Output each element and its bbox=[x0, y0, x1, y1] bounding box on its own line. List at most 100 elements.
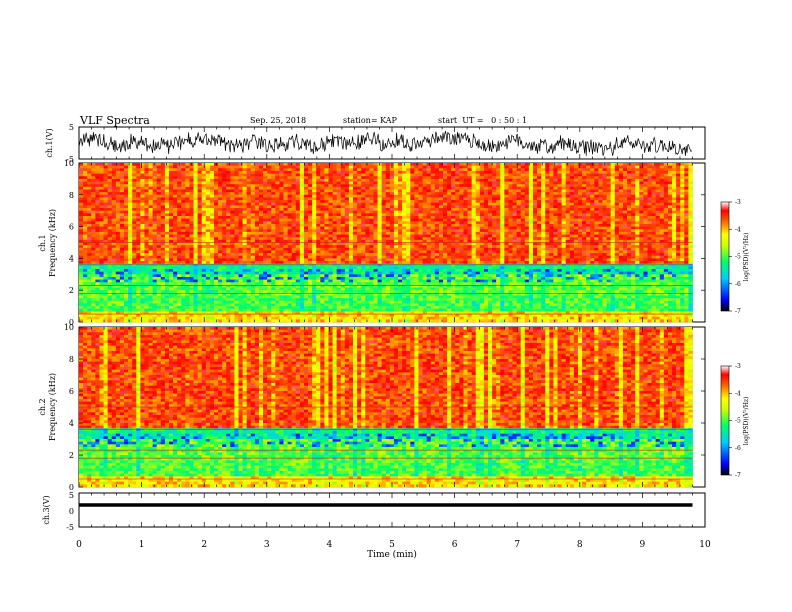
spectrogram-cell bbox=[263, 202, 268, 206]
spectrogram-cell bbox=[487, 208, 493, 212]
spectrogram-cell bbox=[132, 200, 137, 204]
spectrogram-cell bbox=[283, 181, 288, 185]
spectrogram-cell bbox=[467, 194, 473, 198]
spectrogram-cell bbox=[144, 194, 149, 198]
spectrogram-cell bbox=[299, 229, 305, 233]
spectrogram-cell bbox=[242, 194, 248, 198]
spectrogram-cell bbox=[144, 202, 149, 206]
spectrogram-cell bbox=[393, 205, 399, 209]
spectrogram-cell bbox=[156, 197, 162, 201]
spectrogram-cell bbox=[643, 170, 648, 174]
spectrogram-cell bbox=[508, 205, 513, 209]
spectrogram-cell bbox=[410, 186, 415, 190]
spectrogram-cell bbox=[622, 210, 628, 214]
spectrogram-cell bbox=[279, 192, 284, 196]
spectrogram-cell bbox=[582, 194, 587, 198]
spectrogram-cell bbox=[385, 200, 391, 204]
spectrogram-cell bbox=[553, 210, 558, 214]
spectrogram-cell bbox=[258, 223, 264, 227]
spectrogram-cell bbox=[528, 197, 534, 201]
spectrogram-cell bbox=[451, 223, 456, 227]
spectrogram-cell bbox=[606, 208, 612, 212]
spectrogram-cell bbox=[111, 221, 117, 225]
spectrogram-cell bbox=[651, 186, 657, 190]
spectrogram-cell bbox=[168, 184, 174, 188]
spectrogram-cell bbox=[340, 213, 346, 217]
spectrogram-cell bbox=[520, 216, 526, 220]
spectrogram-cell bbox=[443, 242, 448, 246]
spectrogram-cell bbox=[123, 242, 129, 246]
spectrogram-cell bbox=[156, 184, 162, 188]
spectrogram-cell bbox=[537, 181, 542, 185]
spectrogram-cell bbox=[688, 229, 693, 233]
spectrogram-cell bbox=[557, 245, 562, 249]
spectrogram-cell bbox=[123, 229, 129, 233]
spectrogram-cell bbox=[398, 200, 403, 204]
spectrogram-cell bbox=[598, 181, 603, 185]
spectrogram-cell bbox=[410, 216, 415, 220]
spectrogram-cell bbox=[528, 229, 534, 233]
spectrogram-cell bbox=[500, 218, 505, 222]
spectrogram-cell bbox=[684, 237, 689, 241]
spectrogram-cell bbox=[246, 242, 252, 246]
spectrogram-cell bbox=[295, 202, 301, 206]
spectrogram-cell bbox=[107, 210, 113, 214]
spectrogram-cell bbox=[320, 231, 325, 235]
spectrogram-cell bbox=[148, 247, 154, 251]
spectrogram-cell bbox=[471, 213, 477, 217]
spectrogram-cell bbox=[205, 184, 211, 188]
spectrogram-cell bbox=[451, 218, 456, 222]
spectrogram-cell bbox=[336, 205, 342, 209]
spectrogram-cell bbox=[418, 202, 423, 206]
spectrogram-cell bbox=[479, 216, 485, 220]
spectrogram-cell bbox=[422, 163, 428, 167]
spectrogram-cell bbox=[639, 205, 644, 209]
spectrogram-cell bbox=[111, 226, 117, 230]
spectrogram-cell bbox=[549, 173, 554, 177]
spectrogram-cell bbox=[107, 223, 113, 227]
spectrogram-cell bbox=[201, 216, 207, 220]
spectrogram-cell bbox=[492, 237, 497, 241]
spectrogram-cell bbox=[561, 170, 567, 174]
spectrogram-cell bbox=[344, 202, 350, 206]
spectrogram-cell bbox=[263, 218, 268, 222]
spectrogram-cell bbox=[299, 168, 305, 172]
spectrogram-cell bbox=[545, 216, 550, 220]
spectrogram-cell bbox=[434, 208, 440, 212]
spectrogram-cell bbox=[573, 234, 579, 238]
spectrogram-cell bbox=[111, 173, 117, 177]
spectrogram-cell bbox=[226, 163, 231, 167]
spectrogram-cell bbox=[434, 213, 440, 217]
spectrogram-cell bbox=[160, 242, 166, 246]
spectrogram-cell bbox=[213, 184, 219, 188]
spectrogram-cell bbox=[622, 181, 628, 185]
spectrogram-cell bbox=[283, 163, 288, 167]
spectrogram-cell bbox=[316, 231, 321, 235]
spectrogram-cell bbox=[218, 245, 223, 249]
spectrogram-cell bbox=[242, 173, 248, 177]
spectrogram-cell bbox=[168, 192, 174, 196]
spectrogram-cell bbox=[586, 216, 591, 220]
spectrogram-cell bbox=[676, 245, 681, 249]
spectrogram-cell bbox=[160, 186, 166, 190]
spectrogram-cell bbox=[369, 221, 374, 225]
spectrogram-cell bbox=[303, 213, 309, 217]
spectrogram-cell bbox=[111, 200, 117, 204]
spectrogram-cell bbox=[152, 237, 158, 241]
spectrogram-cell bbox=[152, 197, 158, 201]
spectrogram-cell bbox=[434, 168, 440, 172]
spectrogram-cell bbox=[569, 186, 575, 190]
spectrogram-cell bbox=[520, 165, 526, 169]
spectrogram-cell bbox=[377, 165, 383, 169]
spectrogram-cell bbox=[181, 168, 186, 172]
spectrogram-cell bbox=[312, 239, 317, 243]
spectrogram-cell bbox=[659, 223, 665, 227]
spectrogram-cell bbox=[434, 165, 440, 169]
spectrogram-cell bbox=[475, 168, 481, 172]
spectrogram-cell bbox=[144, 184, 149, 188]
spectrogram-cell bbox=[377, 237, 383, 241]
spectrogram-cell bbox=[594, 163, 599, 167]
spectrogram-cell bbox=[152, 205, 158, 209]
spectrogram-cell bbox=[422, 197, 428, 201]
spectrogram-cell bbox=[610, 218, 616, 222]
